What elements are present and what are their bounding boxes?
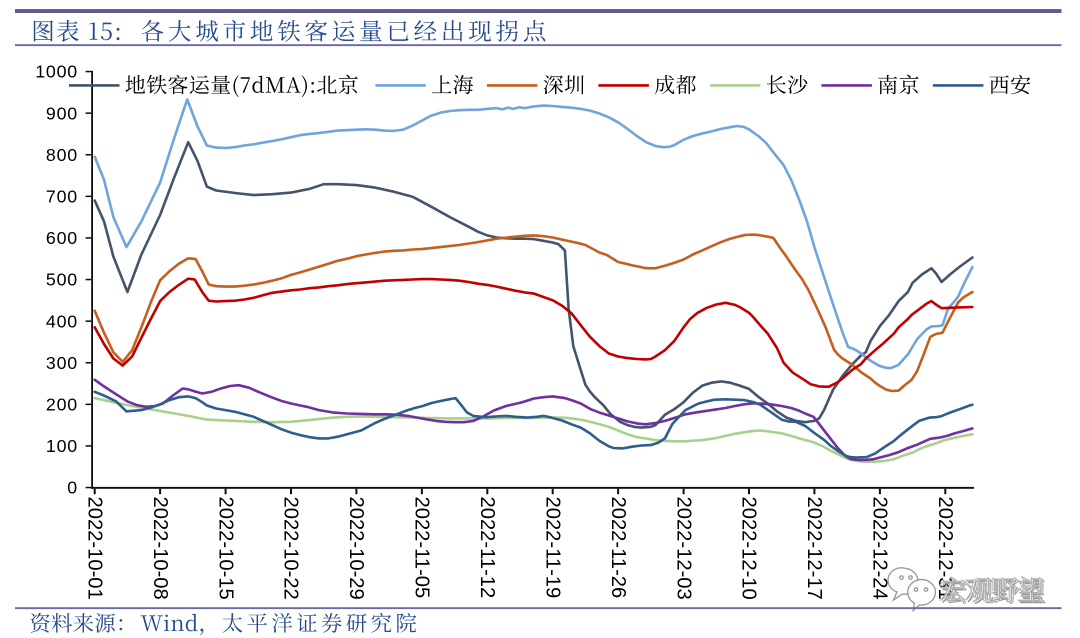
svg-text:400: 400	[46, 311, 78, 331]
svg-text:2022-12-03: 2022-12-03	[672, 497, 694, 600]
svg-text:2022-12-10: 2022-12-10	[738, 497, 760, 600]
svg-text:300: 300	[46, 353, 78, 373]
svg-text:2022-12-31: 2022-12-31	[934, 497, 956, 600]
svg-text:900: 900	[46, 103, 78, 123]
svg-text:200: 200	[46, 395, 78, 415]
svg-text:2022-12-17: 2022-12-17	[803, 497, 825, 600]
svg-text:2022-11-12: 2022-11-12	[476, 497, 498, 599]
svg-text:2022-10-08: 2022-10-08	[149, 497, 171, 600]
svg-text:2022-10-29: 2022-10-29	[345, 497, 367, 600]
svg-text:500: 500	[46, 270, 78, 290]
svg-text:2022-11-26: 2022-11-26	[607, 497, 629, 599]
svg-text:1000: 1000	[35, 62, 78, 82]
svg-text:2022-10-15: 2022-10-15	[214, 497, 236, 600]
svg-text:2022-11-19: 2022-11-19	[541, 497, 563, 599]
svg-text:2022-10-22: 2022-10-22	[280, 497, 302, 600]
svg-text:2022-12-24: 2022-12-24	[869, 497, 891, 600]
svg-text:2022-10-01: 2022-10-01	[83, 497, 105, 600]
svg-text:0: 0	[67, 478, 78, 498]
svg-text:600: 600	[46, 228, 78, 248]
svg-text:100: 100	[46, 436, 78, 456]
svg-text:700: 700	[46, 187, 78, 207]
svg-text:800: 800	[46, 145, 78, 165]
svg-text:2022-11-05: 2022-11-05	[411, 497, 433, 599]
